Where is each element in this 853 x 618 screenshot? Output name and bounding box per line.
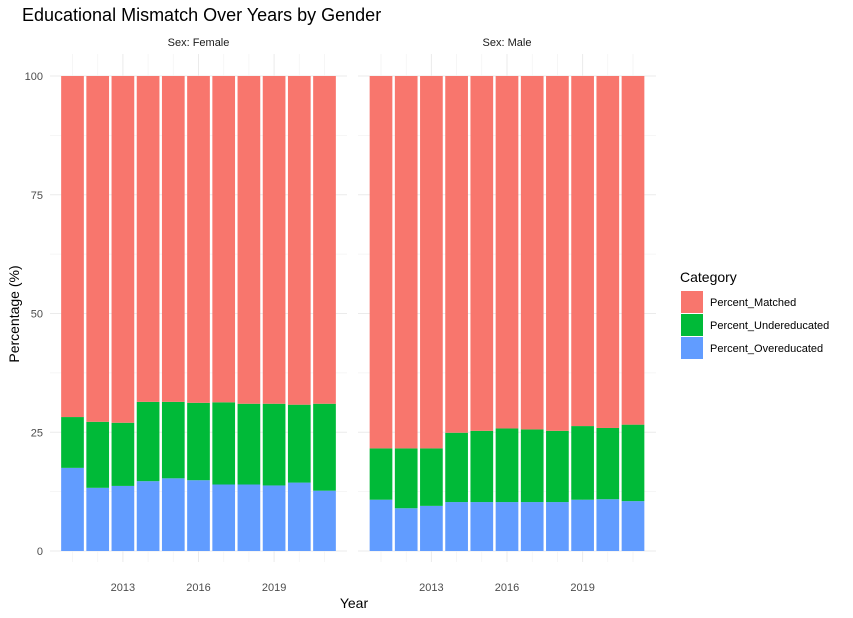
bar-segment: [495, 502, 519, 551]
x-tick-label: 2019: [570, 582, 594, 594]
bar-segment: [61, 417, 84, 468]
bar-segment: [596, 427, 620, 500]
bar-segment: [470, 502, 494, 551]
bar-segment: [495, 76, 519, 429]
bar-segment: [394, 448, 418, 509]
bar-segment: [136, 401, 160, 482]
bar-segment: [136, 76, 160, 402]
bar-segment: [445, 502, 468, 551]
x-tick-label: 2013: [419, 582, 443, 594]
bar-segment: [470, 76, 494, 431]
bar-segment: [161, 478, 185, 551]
bar-segment: [187, 480, 210, 551]
bar-segment: [161, 76, 185, 402]
bar-segment: [313, 490, 336, 551]
legend-swatch: [681, 314, 703, 336]
bar-segment: [262, 403, 286, 486]
facet-panels: Sex: Female Sex: Male: [50, 37, 656, 562]
bar-segment: [237, 484, 261, 551]
bar-segment: [187, 76, 210, 403]
facet-panel: Sex: Male: [358, 37, 656, 562]
bar-segment: [237, 76, 261, 404]
legend-label: Percent_Overeducated: [710, 343, 823, 355]
bar-segment: [621, 424, 645, 502]
bar-segment: [161, 401, 185, 479]
bar-segment: [520, 502, 544, 551]
bar-segment: [470, 430, 494, 503]
bar-segment: [571, 76, 594, 427]
bar-segment: [445, 76, 468, 433]
bar-segment: [86, 487, 110, 551]
bar-segment: [313, 403, 336, 491]
bar-segment: [111, 422, 135, 486]
x-tick-label: 2013: [111, 582, 135, 594]
bar-segment: [212, 484, 236, 551]
bar-segment: [86, 76, 110, 422]
bar-segment: [61, 467, 84, 551]
bar-segment: [420, 448, 443, 506]
y-tick-label: 100: [25, 71, 43, 83]
bar-segment: [596, 499, 620, 551]
x-tick-label: 2016: [495, 582, 519, 594]
bar-segment: [287, 404, 311, 483]
bar-segment: [571, 499, 594, 551]
bar-segment: [495, 428, 519, 503]
bar-segment: [394, 76, 418, 449]
bar-segment: [262, 76, 286, 404]
bar-segment: [212, 76, 236, 403]
bar-segment: [287, 482, 311, 551]
y-tick-label: 25: [31, 427, 43, 439]
facet-panel: Sex: Female: [50, 37, 347, 562]
bar-segment: [262, 485, 286, 551]
bar-segment: [596, 76, 620, 428]
bar-segment: [571, 426, 594, 500]
bar-segment: [394, 508, 418, 551]
legend-swatch: [681, 291, 703, 313]
y-tick-label: 75: [31, 190, 43, 202]
bar-segment: [369, 448, 393, 500]
bar-segment: [212, 402, 236, 485]
bar-segment: [546, 502, 569, 551]
bar-segment: [546, 430, 569, 503]
bar-segment: [136, 481, 160, 551]
bar-segment: [445, 432, 468, 503]
x-tick-label: 2016: [186, 582, 210, 594]
bar-segment: [520, 429, 544, 503]
bar-segment: [111, 485, 135, 551]
bar-segment: [369, 499, 393, 551]
bar-segment: [313, 76, 336, 404]
y-axis-title: Percentage (%): [6, 265, 22, 362]
bar-segment: [520, 76, 544, 430]
bar-segment: [287, 76, 311, 405]
y-axis-ticks: 0 25 50 75 100: [25, 71, 43, 558]
bar-segment: [621, 76, 645, 425]
x-tick-label: 2019: [262, 582, 286, 594]
bar-segment: [420, 505, 443, 551]
chart-title: Educational Mismatch Over Years by Gende…: [22, 5, 381, 25]
y-tick-label: 0: [37, 546, 43, 558]
x-axis-ticks: 2013 2016 2019 2013 2016 2019: [111, 582, 595, 594]
legend-label: Percent_Undereducated: [710, 320, 829, 332]
bar-segment: [61, 76, 84, 418]
bar-segment: [420, 76, 443, 449]
facet-strip-label: Sex: Female: [168, 37, 230, 49]
legend-swatch: [681, 337, 703, 359]
x-axis-title: Year: [340, 595, 369, 611]
legend-label: Percent_Matched: [710, 297, 796, 309]
bar-segment: [187, 402, 210, 481]
legend: Category Percent_Matched Percent_Underedu…: [680, 269, 829, 359]
bar-segment: [546, 76, 569, 431]
bar-segment: [111, 76, 135, 423]
bar-segment: [621, 501, 645, 551]
bar-segment: [237, 403, 261, 485]
facet-strip-label: Sex: Male: [483, 37, 532, 49]
bar-segment: [369, 76, 393, 449]
bar-segment: [86, 421, 110, 488]
legend-title: Category: [680, 269, 737, 285]
y-tick-label: 50: [31, 309, 43, 321]
